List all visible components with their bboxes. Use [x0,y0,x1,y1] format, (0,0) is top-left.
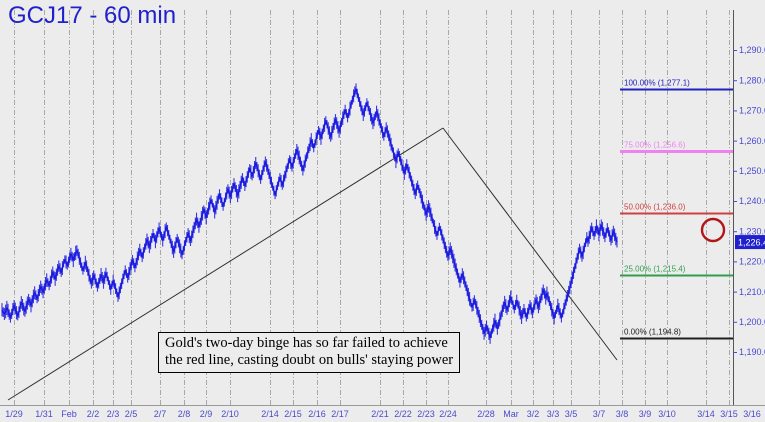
date-axis-tick-label: 3/16 [743,409,761,419]
date-axis-tick-label: 2/28 [477,409,495,419]
price-axis: 1,290.0 1,280.0 1,270.0 1,260.0 1,250.0 1,240… [733,10,765,405]
analyst-note-line-2: the red line, casting doubt on bulls' st… [165,352,454,368]
date-axis-tick-label: 3/5 [565,409,578,419]
date-axis-tick-label: Feb [61,409,77,419]
date-axis-tick-label: 2/15 [284,409,302,419]
price-axis-tick-label: 1,210.0 [739,287,765,297]
date-axis-tick-label: 2/2 [87,409,100,419]
fib-level-label: 100.00% (1,277.1) [624,79,690,88]
date-axis-tick-label: 3/7 [593,409,606,419]
price-axis-tick-label: 1,280.0 [739,75,765,85]
date-axis-tick-label: Mar [503,409,519,419]
date-axis-tick-label: 2/21 [371,409,389,419]
date-axis-tick-label: 3/2 [527,409,540,419]
current-price-tag-label: 1,226.4 [738,237,765,247]
date-axis-tick-label: 2/24 [439,409,457,419]
date-axis-tick-label: 3/14 [697,409,715,419]
date-axis-tick-label: 3/3 [547,409,560,419]
date-axis-tick-label: 2/8 [178,409,191,419]
fibonacci-levels: 100.00% (1,277.1) 75.00% (1,256.6) 50.00% … [620,79,733,340]
vertical-gridlines [14,10,730,405]
fib-level-label: 75.00% (1,256.6) [624,141,686,150]
date-axis-tick-label: 2/23 [417,409,435,419]
price-series [1,83,618,344]
date-axis: 1/29 1/31 Feb 2/2 2/3 2/5 2/7 2/8 2/9 2/10 2/14 2/1… [0,405,765,419]
date-axis-tick-label: 3/10 [658,409,676,419]
date-axis-tick-label: 3/15 [720,409,738,419]
date-axis-tick-label: 2/17 [331,409,349,419]
date-axis-tick-label: 2/10 [221,409,239,419]
price-axis-tick-label: 1,190.0 [739,347,765,357]
fib-level-label: 50.00% (1,236.0) [624,203,686,212]
date-axis-tick-label: 2/14 [261,409,279,419]
analyst-note-line-1: Gold's two-day binge has so far failed t… [165,335,448,351]
date-axis-tick-label: 1/31 [35,409,53,419]
date-axis-tick-label: 1/29 [5,409,23,419]
trendlines [7,127,618,401]
page-title: GCJ17 - 60 min [8,2,177,29]
price-axis-tick-label: 1,220.0 [739,257,765,267]
price-axis-tick-label: 1,250.0 [739,166,765,176]
price-axis-tick-label: 1,240.0 [739,196,765,206]
price-axis-tick-label: 1,230.0 [739,226,765,236]
red-circle-highlight [700,217,726,243]
date-axis-tick-label: 3/8 [616,409,629,419]
date-axis-tick-label: 2/16 [308,409,326,419]
date-axis-tick-label: 2/3 [107,409,120,419]
date-axis-tick-label: 2/22 [394,409,412,419]
analyst-note: Gold's two-day binge has so far failed t… [158,332,461,373]
current-price-tag: 1,226.4 [735,235,765,250]
date-axis-tick-label: 2/5 [125,409,138,419]
price-axis-tick-label: 1,200.0 [739,317,765,327]
fib-level-label: 0.00% (1,194.8) [624,328,681,337]
date-axis-tick-label: 3/9 [639,409,652,419]
date-axis-tick-label: 2/9 [200,409,213,419]
price-axis-tick-label: 1,270.0 [739,106,765,116]
date-axis-tick-label: 2/7 [154,409,167,419]
fib-level-label: 25.00% (1,215.4) [624,265,686,274]
price-axis-tick-label: 1,290.0 [739,45,765,55]
price-axis-tick-label: 1,260.0 [739,136,765,146]
